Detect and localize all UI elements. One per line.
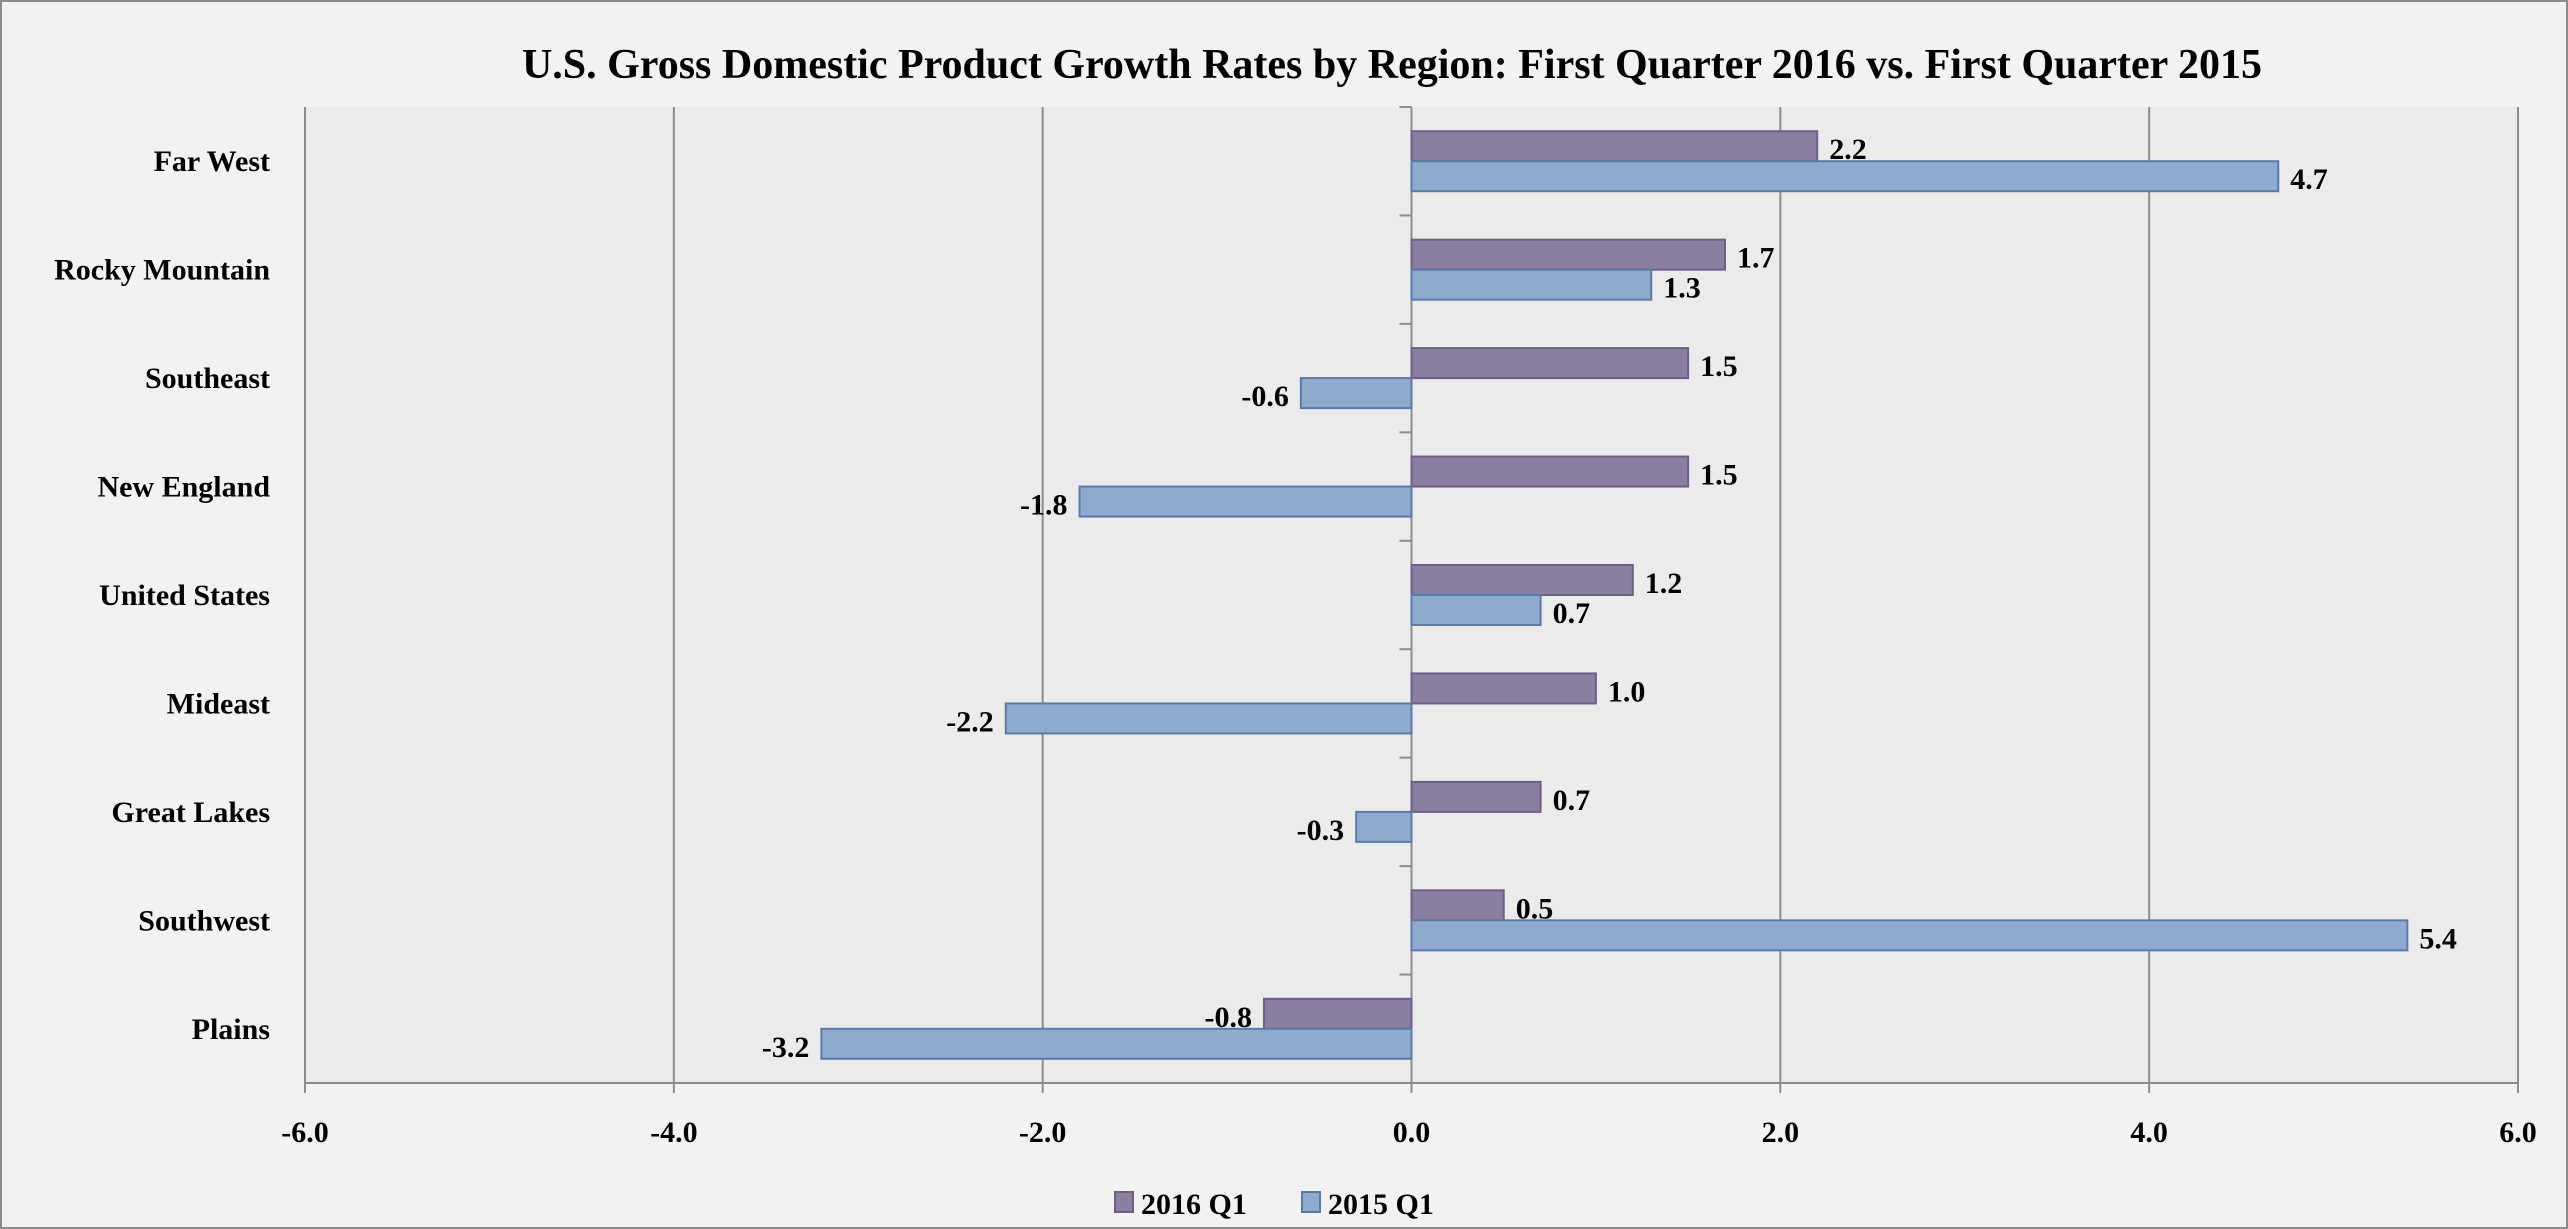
bar-2015-q1 xyxy=(1410,919,2409,952)
x-tick-label: 0.0 xyxy=(1393,1116,1431,1149)
bar-2016-q1 xyxy=(1410,347,1690,380)
bar-2016-q1 xyxy=(1410,238,1727,271)
data-label: -3.2 xyxy=(762,1031,810,1064)
bar-2016-q1 xyxy=(1410,672,1597,705)
category-label: Southwest xyxy=(138,904,270,937)
bar-2015-q1 xyxy=(1410,594,1542,626)
legend-swatch xyxy=(1114,1191,1134,1213)
data-label: -0.6 xyxy=(1241,380,1289,413)
x-tick-label: 4.0 xyxy=(2130,1116,2168,1149)
category-label: Southeast xyxy=(145,362,270,395)
category-label: Far West xyxy=(154,145,270,178)
data-label: 4.7 xyxy=(2290,163,2328,196)
category-label: New England xyxy=(97,471,270,504)
bar-2016-q1 xyxy=(1410,455,1690,488)
x-tick-label: 2.0 xyxy=(1762,1116,1800,1149)
x-tick-label: -6.0 xyxy=(281,1116,329,1149)
data-label: 1.3 xyxy=(1663,272,1701,305)
bar-2016-q1 xyxy=(1262,997,1413,1030)
bar-2015-q1 xyxy=(1410,160,2280,193)
x-tick-label: 6.0 xyxy=(2499,1116,2537,1149)
data-label: 1.2 xyxy=(1645,567,1683,600)
legend-label: 2016 Q1 xyxy=(1141,1188,1247,1221)
bar-2015-q1 xyxy=(1355,810,1413,843)
data-label: -0.3 xyxy=(1297,814,1345,847)
bar-2016-q1 xyxy=(1410,564,1634,596)
bar-2015-q1 xyxy=(1004,702,1413,735)
data-label: 1.5 xyxy=(1700,350,1738,383)
category-label: Plains xyxy=(192,1013,270,1046)
chart-title: U.S. Gross Domestic Product Growth Rates… xyxy=(522,42,2262,88)
bar-2016-q1 xyxy=(1410,780,1542,813)
legend-label: 2015 Q1 xyxy=(1328,1188,1434,1221)
data-label: -2.2 xyxy=(946,705,994,738)
data-label: -1.8 xyxy=(1020,489,1068,522)
data-label: 1.7 xyxy=(1737,242,1775,275)
data-label: 0.7 xyxy=(1553,597,1591,630)
legend-swatch xyxy=(1301,1191,1321,1213)
bar-2015-q1 xyxy=(1299,377,1413,410)
bar-2016-q1 xyxy=(1410,130,1819,163)
x-tick-label: -4.0 xyxy=(650,1116,698,1149)
data-label: 1.0 xyxy=(1608,675,1646,708)
data-label: 5.4 xyxy=(2419,922,2457,955)
data-label: 0.7 xyxy=(1553,784,1591,817)
bar-2015-q1 xyxy=(1410,268,1653,301)
bar-2015-q1 xyxy=(1078,485,1413,518)
category-label: United States xyxy=(99,579,270,612)
bar-2016-q1 xyxy=(1410,889,1505,922)
x-tick-label: -2.0 xyxy=(1019,1116,1067,1149)
category-label: Mideast xyxy=(167,687,270,720)
data-label: 1.5 xyxy=(1700,459,1738,492)
bar-2015-q1 xyxy=(820,1027,1413,1060)
category-label: Rocky Mountain xyxy=(54,254,270,287)
category-label: Great Lakes xyxy=(111,796,270,829)
